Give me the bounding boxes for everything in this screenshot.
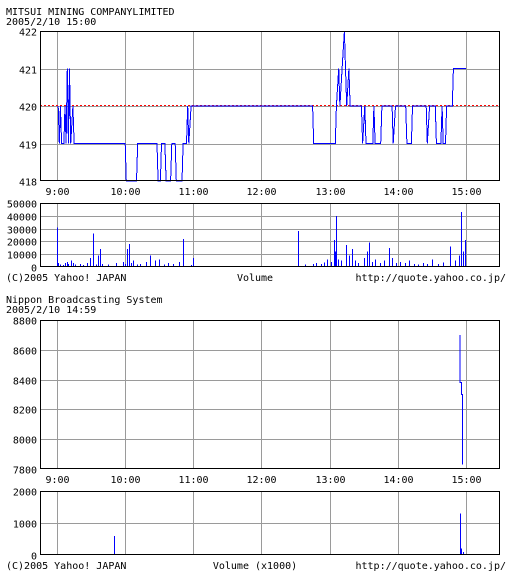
chart2-volume-tick-label: 2000 xyxy=(13,488,37,499)
chart2-time-tick-label: 10:00 xyxy=(110,475,140,486)
chart2-volume-frame xyxy=(40,491,500,555)
chart1-source-url: http://quote.yahoo.co.jp/ xyxy=(355,273,506,284)
chart1-copyright: (C)2005 Yahoo! JAPAN xyxy=(6,273,126,284)
chart2-time-tick-label: 9:00 xyxy=(45,475,69,486)
chart1-time-tick-label: 15:00 xyxy=(451,187,481,198)
chart2-time-tick-label: 12:00 xyxy=(246,475,276,486)
chart1-volume-tick-label: 30000 xyxy=(7,226,37,237)
chart2-volume-tick-label: 1000 xyxy=(13,520,37,531)
chart1-price-tick-label: 421 xyxy=(19,66,37,77)
chart1-time-tick-label: 14:00 xyxy=(383,187,413,198)
chart1-volume-tick-label: 10000 xyxy=(7,251,37,262)
chart1-volume-tick-label: 40000 xyxy=(7,213,37,224)
chart2-price-line xyxy=(459,334,463,465)
chart1-time-tick-label: 10:00 xyxy=(110,187,140,198)
chart2-price-tick-label: 8200 xyxy=(13,406,37,417)
chart2-price-tick-label: 8000 xyxy=(13,436,37,447)
chart1-time-tick-label: 11:00 xyxy=(178,187,208,198)
chart1-date: 2005/2/10 15:00 xyxy=(6,17,96,28)
chart1-time-tick-label: 12:00 xyxy=(246,187,276,198)
chart1-time-tick-label: 13:00 xyxy=(315,187,345,198)
chart1-volume-tick-label: 20000 xyxy=(7,238,37,249)
chart1-volume-tick-label: 50000 xyxy=(7,200,37,211)
chart1-price-tick-label: 418 xyxy=(19,178,37,189)
chart2-volume-label: Volume (x1000) xyxy=(213,561,297,572)
chart2-copyright: (C)2005 Yahoo! JAPAN xyxy=(6,561,126,572)
chart2-date: 2005/2/10 14:59 xyxy=(6,305,96,316)
chart2-price-tick-label: 7800 xyxy=(13,466,37,477)
chart2-volume-tick-label: 0 xyxy=(31,552,37,563)
chart1-volume-frame xyxy=(40,203,500,267)
chart2-source-url: http://quote.yahoo.co.jp/ xyxy=(355,561,506,572)
chart2-time-tick-label: 15:00 xyxy=(451,475,481,486)
chart2-title: Nippon Broadcasting System xyxy=(6,295,163,306)
chart2-time-tick-label: 13:00 xyxy=(315,475,345,486)
chart2-price-tick-label: 8800 xyxy=(13,317,37,328)
chart1-time-tick-label: 9:00 xyxy=(45,187,69,198)
chart2-time-tick-label: 14:00 xyxy=(383,475,413,486)
chart1-volume-label: Volume xyxy=(237,273,273,284)
chart1-price-tick-label: 419 xyxy=(19,141,37,152)
chart1-volume-tick-label: 0 xyxy=(31,264,37,275)
chart2-time-tick-label: 11:00 xyxy=(178,475,208,486)
chart1-title: MITSUI MINING COMPANYLIMITED xyxy=(6,7,175,18)
chart1-price-frame xyxy=(40,31,500,181)
chart1-price-line xyxy=(57,30,466,182)
chart1-price-tick-label: 422 xyxy=(19,28,37,39)
chart1-price-tick-label: 420 xyxy=(19,103,37,114)
chart2-price-frame xyxy=(40,320,500,469)
chart2-price-tick-label: 8400 xyxy=(13,377,37,388)
chart2-price-tick-label: 8600 xyxy=(13,347,37,358)
